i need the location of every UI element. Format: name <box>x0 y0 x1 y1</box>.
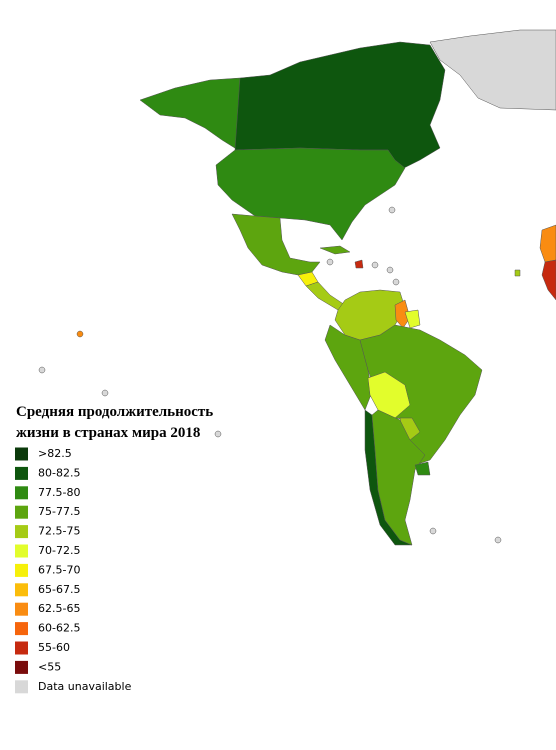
countries <box>38 29 556 546</box>
legend-swatch <box>15 563 28 577</box>
legend-swatch <box>15 583 28 597</box>
legend-swatch <box>15 544 28 558</box>
suriname <box>404 309 421 329</box>
legend-label: 77.5-80 <box>38 486 80 499</box>
bolivia <box>367 371 411 419</box>
island <box>388 206 396 214</box>
island <box>371 261 379 269</box>
island <box>38 366 46 374</box>
greenland <box>429 29 556 111</box>
legend: >82.5 80-82.5 77.5-80 75-77.5 72.5-75 70-72.5… <box>15 447 132 694</box>
legend-swatch <box>15 505 28 519</box>
legend-title: Средняя продолжительность <box>16 404 213 420</box>
island <box>494 536 502 544</box>
usa <box>215 147 406 241</box>
island <box>392 278 400 286</box>
legend-swatch <box>15 525 28 539</box>
legend-swatch <box>15 602 28 616</box>
legend-label: 75-77.5 <box>38 505 80 518</box>
legend-swatch <box>15 447 28 461</box>
haiti <box>354 259 364 269</box>
legend-label: 65-67.5 <box>38 583 80 596</box>
guyana <box>394 299 411 329</box>
island <box>386 266 394 274</box>
legend-swatch <box>15 622 28 636</box>
legend-swatch <box>15 486 28 500</box>
legend-swatch <box>15 466 28 480</box>
legend-label: 72.5-75 <box>38 525 80 538</box>
legend-label: 60-62.5 <box>38 622 80 635</box>
island <box>101 389 109 397</box>
cape-verde <box>514 269 521 277</box>
legend-label: Data unavailable <box>38 680 132 693</box>
caribbean <box>319 245 351 255</box>
legend-label: >82.5 <box>38 447 72 460</box>
legend-swatch <box>15 641 28 655</box>
legend-label: 70-72.5 <box>38 544 80 557</box>
legend-label: 55-60 <box>38 641 70 654</box>
argentina <box>371 409 426 546</box>
uruguay <box>414 461 431 476</box>
island <box>429 527 437 535</box>
alaska <box>139 77 241 151</box>
legend-swatch <box>15 660 28 674</box>
island <box>76 330 84 338</box>
legend-label: 62.5-65 <box>38 602 80 615</box>
mexico <box>231 213 321 276</box>
legend-label: 67.5-70 <box>38 563 80 576</box>
legend-swatch <box>15 680 28 694</box>
island <box>214 430 222 438</box>
legend-title: жизни в странах мира 2018 <box>16 425 200 441</box>
island <box>326 258 334 266</box>
ecuador-peru <box>324 324 373 411</box>
africa-2 <box>541 259 556 301</box>
legend-label: 80-82.5 <box>38 466 80 479</box>
legend-label: <55 <box>38 660 61 673</box>
